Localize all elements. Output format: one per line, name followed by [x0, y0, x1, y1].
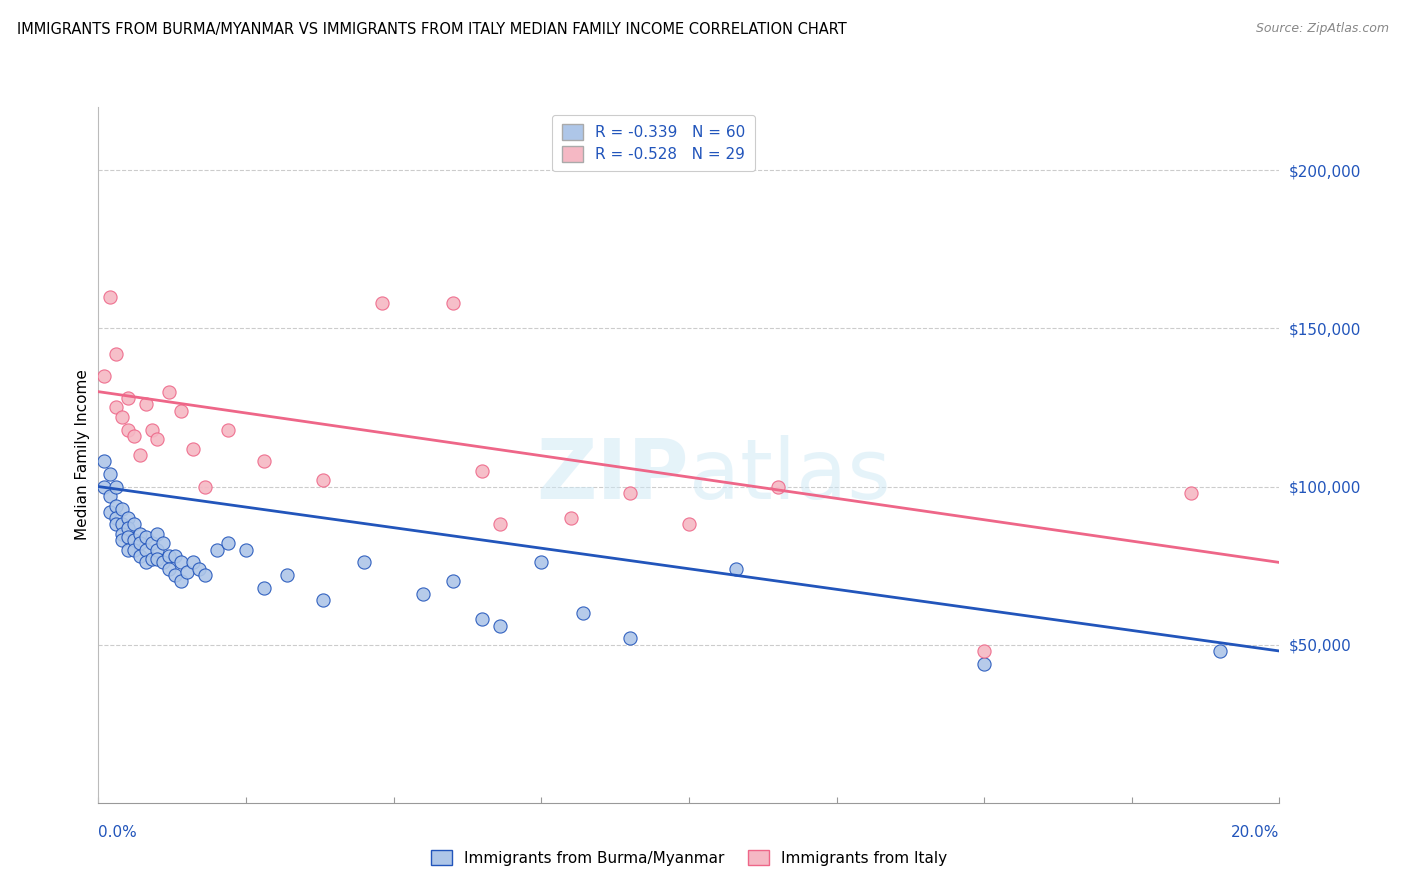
- Point: [98, 467, 121, 481]
- Point: [122, 533, 145, 548]
- Point: [146, 542, 169, 557]
- Point: [181, 442, 204, 456]
- Point: [276, 568, 298, 582]
- Point: [146, 527, 169, 541]
- Point: [93, 479, 115, 493]
- Point: [170, 556, 193, 570]
- Point: [973, 644, 995, 658]
- Point: [489, 517, 512, 532]
- Point: [105, 401, 128, 415]
- Text: IMMIGRANTS FROM BURMA/MYANMAR VS IMMIGRANTS FROM ITALY MEDIAN FAMILY INCOME CORR: IMMIGRANTS FROM BURMA/MYANMAR VS IMMIGRA…: [17, 22, 846, 37]
- Point: [111, 517, 134, 532]
- Point: [176, 565, 198, 579]
- Point: [170, 574, 193, 589]
- Point: [141, 552, 163, 566]
- Point: [128, 536, 150, 550]
- Point: [441, 296, 464, 310]
- Point: [98, 489, 121, 503]
- Point: [619, 486, 641, 500]
- Legend: R = -0.339   N = 60, R = -0.528   N = 29: R = -0.339 N = 60, R = -0.528 N = 29: [553, 115, 755, 171]
- Point: [135, 397, 157, 411]
- Point: [135, 556, 157, 570]
- Point: [135, 542, 157, 557]
- Point: [217, 536, 239, 550]
- Point: [98, 290, 121, 304]
- Point: [530, 556, 553, 570]
- Point: [128, 448, 150, 462]
- Point: [1209, 644, 1232, 658]
- Point: [471, 464, 494, 478]
- Point: [973, 657, 995, 671]
- Text: 0.0%: 0.0%: [98, 825, 138, 840]
- Point: [111, 501, 134, 516]
- Point: [217, 423, 239, 437]
- Point: [312, 593, 335, 607]
- Text: 20.0%: 20.0%: [1232, 825, 1279, 840]
- Point: [560, 511, 582, 525]
- Point: [146, 552, 169, 566]
- Point: [205, 542, 228, 557]
- Y-axis label: Median Family Income: Median Family Income: [75, 369, 90, 541]
- Point: [122, 517, 145, 532]
- Point: [122, 429, 145, 443]
- Point: [117, 511, 139, 525]
- Point: [235, 542, 257, 557]
- Point: [152, 536, 174, 550]
- Point: [105, 511, 128, 525]
- Point: [441, 574, 464, 589]
- Point: [725, 562, 748, 576]
- Point: [371, 296, 394, 310]
- Point: [766, 479, 789, 493]
- Point: [157, 549, 180, 563]
- Point: [1180, 486, 1202, 500]
- Point: [105, 517, 128, 532]
- Point: [111, 409, 134, 424]
- Point: [93, 454, 115, 468]
- Text: Source: ZipAtlas.com: Source: ZipAtlas.com: [1256, 22, 1389, 36]
- Point: [141, 536, 163, 550]
- Point: [117, 391, 139, 405]
- Point: [141, 423, 163, 437]
- Point: [105, 347, 128, 361]
- Point: [194, 479, 217, 493]
- Point: [105, 499, 128, 513]
- Point: [253, 454, 276, 468]
- Text: atlas: atlas: [689, 435, 890, 516]
- Point: [165, 568, 187, 582]
- Point: [194, 568, 217, 582]
- Point: [117, 542, 139, 557]
- Point: [619, 632, 641, 646]
- Point: [170, 403, 193, 417]
- Point: [312, 473, 335, 487]
- Point: [157, 562, 180, 576]
- Point: [471, 612, 494, 626]
- Point: [571, 606, 593, 620]
- Point: [489, 618, 512, 632]
- Point: [128, 527, 150, 541]
- Point: [111, 533, 134, 548]
- Point: [146, 432, 169, 446]
- Point: [165, 549, 187, 563]
- Point: [353, 556, 375, 570]
- Point: [181, 556, 204, 570]
- Point: [157, 384, 180, 399]
- Point: [412, 587, 434, 601]
- Point: [117, 530, 139, 544]
- Point: [117, 423, 139, 437]
- Point: [105, 479, 128, 493]
- Point: [117, 521, 139, 535]
- Point: [111, 527, 134, 541]
- Point: [152, 556, 174, 570]
- Point: [253, 581, 276, 595]
- Point: [122, 542, 145, 557]
- Point: [93, 368, 115, 383]
- Point: [135, 530, 157, 544]
- Point: [678, 517, 700, 532]
- Point: [98, 505, 121, 519]
- Point: [187, 562, 209, 576]
- Point: [128, 549, 150, 563]
- Text: ZIP: ZIP: [537, 435, 689, 516]
